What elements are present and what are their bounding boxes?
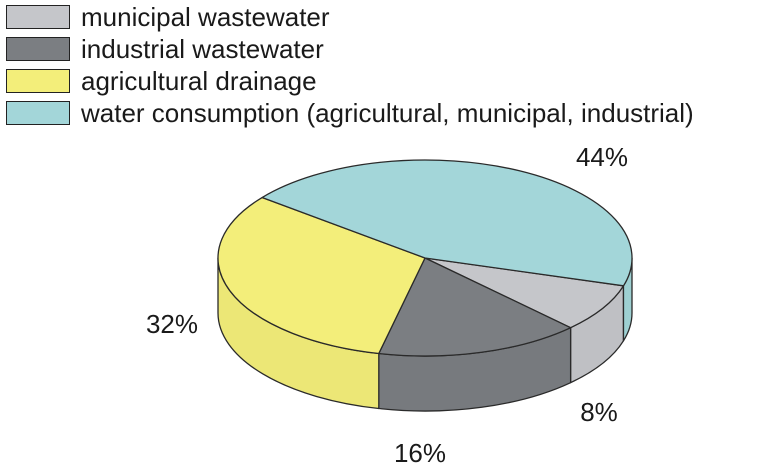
pie-value-labels: 8% 16% 32% 44% — [146, 142, 628, 468]
pie-slice-industrial-wastewater — [378, 257, 572, 357]
pie-slice-water-consumption-agricultural-municipal-industrial — [261, 159, 633, 287]
legend-label-agricultural-drainage: agricultural drainage — [81, 66, 317, 96]
legend-swatch-municipal-wastewater — [6, 5, 70, 29]
legend-label-water-consumption: water consumption (agricultural, municip… — [81, 98, 694, 128]
legend-swatch-water-consumption — [6, 101, 70, 125]
legend-swatch-industrial-wastewater — [6, 37, 70, 61]
value-label-water-consumption: 44% — [576, 142, 628, 172]
legend-label-municipal-wastewater: municipal wastewater — [81, 2, 330, 32]
value-label-municipal-wastewater: 8% — [580, 397, 618, 427]
pie-top-faces — [217, 159, 633, 357]
value-label-agricultural-drainage: 32% — [146, 309, 198, 339]
pie-slice-agricultural-drainage — [217, 196, 426, 355]
legend-label-industrial-wastewater: industrial wastewater — [81, 34, 324, 64]
legend-swatch-agricultural-drainage — [6, 69, 70, 93]
pie-slice-municipal-wastewater — [424, 257, 625, 329]
value-label-industrial-wastewater: 16% — [394, 438, 446, 468]
